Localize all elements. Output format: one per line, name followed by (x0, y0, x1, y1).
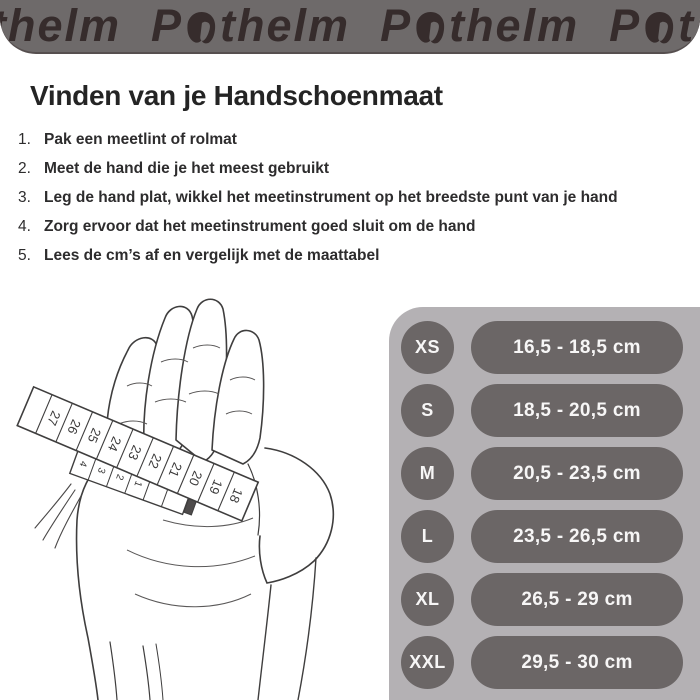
page-title: Vinden van je Handschoenmaat (30, 80, 443, 111)
helmet-icon (187, 11, 216, 43)
measuring-tape-underwrap: 4 3 2 1 (68, 447, 200, 516)
tape-number: 25 (85, 426, 104, 445)
logo-text-suffix: thelm (678, 0, 700, 51)
size-badge: XXL (401, 636, 454, 689)
hand-illustration: 4 3 2 1 27 26 25 24 23 22 21 20 19 18 (16, 298, 334, 700)
brand-logo: P thelm (609, 1, 700, 51)
tape-number: 23 (125, 443, 144, 462)
step-number: 2. (18, 159, 31, 177)
logo-text-prefix: P (609, 0, 642, 51)
logo-text-suffix: thelm (0, 0, 122, 51)
logo-text-prefix: P (151, 0, 184, 51)
size-range: 23,5 - 26,5 cm (471, 510, 683, 563)
size-row: M 20,5 - 23,5 cm (389, 442, 700, 505)
size-range: 29,5 - 30 cm (471, 636, 683, 689)
size-range: 18,5 - 20,5 cm (471, 384, 683, 437)
instruction-item: 4. Zorg ervoor dat het meetinstrument go… (18, 212, 688, 241)
tape-number: 19 (206, 477, 225, 496)
size-row: XL 26,5 - 29 cm (389, 568, 700, 631)
size-badge: L (401, 510, 454, 563)
tape-number: 24 (105, 434, 124, 453)
hand-illustration-container: 4 3 2 1 27 26 25 24 23 22 21 20 19 18 (15, 288, 390, 700)
step-text: Lees de cm’s af en vergelijk met de maat… (44, 246, 380, 264)
step-text: Leg de hand plat, wikkel het meetinstrum… (44, 188, 618, 206)
size-row: XXL 29,5 - 30 cm (389, 631, 700, 694)
logo-text-prefix: P (380, 0, 413, 51)
tape-number: 2 (113, 473, 125, 482)
hand-outline (75, 447, 334, 700)
step-number: 3. (18, 188, 31, 206)
size-row: L 23,5 - 26,5 cm (389, 505, 700, 568)
logo-text-suffix: thelm (449, 0, 580, 51)
step-number: 5. (18, 246, 31, 264)
size-badge: S (401, 384, 454, 437)
instructions-list: 1. Pak een meetlint of rolmat 2. Meet de… (18, 125, 688, 270)
size-range: 20,5 - 23,5 cm (471, 447, 683, 500)
instruction-item: 5. Lees de cm’s af en vergelijk met de m… (18, 241, 688, 270)
helmet-icon (645, 11, 674, 43)
tape-number: 22 (145, 452, 164, 471)
brand-logo: P thelm (0, 1, 121, 51)
logo-text-suffix: thelm (220, 0, 351, 51)
helmet-icon (416, 11, 445, 43)
tape-tail (34, 483, 82, 549)
brand-logo: P thelm (151, 1, 350, 51)
logo-strip: P thelm P thelm P (0, 1, 700, 51)
measuring-tape-band: 27 26 25 24 23 22 21 20 19 18 (16, 385, 260, 522)
instruction-item: 3. Leg de hand plat, wikkel het meetinst… (18, 183, 688, 212)
tape-number: 4 (76, 459, 88, 468)
size-badge: XS (401, 321, 454, 374)
step-number: 4. (18, 217, 31, 235)
hand-creases (118, 344, 256, 608)
size-row: XS 16,5 - 18,5 cm (389, 316, 700, 379)
instruction-item: 2. Meet de hand die je het meest gebruik… (18, 154, 688, 183)
tape-number: 27 (44, 409, 63, 428)
tape-number: 1 (131, 479, 143, 488)
brand-logo: P thelm (380, 1, 579, 51)
hand-fingers (106, 298, 265, 465)
tape-number: 3 (95, 466, 107, 475)
size-range: 16,5 - 18,5 cm (471, 321, 683, 374)
size-badge: XL (401, 573, 454, 626)
step-number: 1. (18, 130, 31, 148)
tape-number: 18 (226, 486, 245, 505)
step-text: Meet de hand die je het meest gebruikt (44, 159, 330, 177)
brand-banner: P thelm P thelm P (0, 0, 700, 54)
size-row: S 18,5 - 20,5 cm (389, 379, 700, 442)
instruction-item: 1. Pak een meetlint of rolmat (18, 125, 688, 154)
tape-number: 21 (166, 460, 185, 479)
size-chart-panel: XS 16,5 - 18,5 cm S 18,5 - 20,5 cm M 20,… (389, 307, 700, 700)
step-text: Zorg ervoor dat het meetinstrument goed … (44, 217, 476, 235)
size-range: 26,5 - 29 cm (471, 573, 683, 626)
tape-number: 20 (186, 469, 205, 488)
size-badge: M (401, 447, 454, 500)
tape-number: 26 (64, 417, 83, 436)
step-text: Pak een meetlint of rolmat (44, 130, 237, 148)
